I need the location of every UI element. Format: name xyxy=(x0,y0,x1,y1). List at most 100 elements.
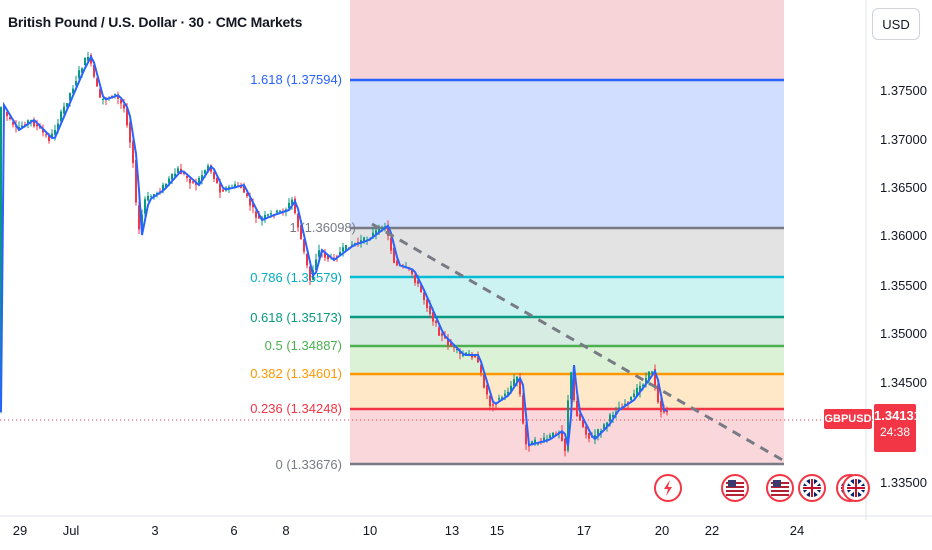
candle-body xyxy=(474,355,476,358)
candle-body xyxy=(93,64,95,77)
fib-lines[interactable] xyxy=(350,78,784,466)
chart-title: British Pound / U.S. Dollar · 30 · CMC M… xyxy=(8,14,303,30)
event-icons[interactable] xyxy=(654,474,870,502)
candle-body xyxy=(213,172,215,179)
candle-body xyxy=(30,120,32,122)
price-tick: 1.35500 xyxy=(880,278,927,293)
candle-body xyxy=(9,117,11,120)
candle-body xyxy=(570,372,572,400)
time-tick: 22 xyxy=(705,523,719,538)
candle-body xyxy=(54,129,56,135)
candle-body xyxy=(57,123,59,130)
candle-body xyxy=(426,299,428,308)
candle-body xyxy=(63,106,65,114)
fib-label-1: 1 (1.36098) xyxy=(290,220,357,235)
candle-body xyxy=(519,377,521,395)
fib-label-0382: 0.382 (1.34601) xyxy=(250,366,342,381)
candle-body xyxy=(498,398,500,400)
candle-body xyxy=(207,165,209,172)
candle-body xyxy=(126,108,128,126)
candle-body xyxy=(342,247,344,252)
time-tick: 24 xyxy=(790,523,804,538)
fib-label-0236: 0.236 (1.34248) xyxy=(250,401,342,416)
candle-body xyxy=(567,400,569,451)
fib-label-1618: 1.618 (1.37594) xyxy=(250,72,342,87)
candle-body xyxy=(294,198,296,214)
time-tick: 3 xyxy=(151,523,158,538)
candle-body xyxy=(648,371,650,380)
candle-body xyxy=(456,349,458,351)
us-flag-icon[interactable] xyxy=(766,474,794,502)
candle-body xyxy=(378,226,380,234)
candle-body xyxy=(156,192,158,194)
candle-body xyxy=(315,259,317,271)
candle-body xyxy=(618,407,620,409)
price-tick: 1.33500 xyxy=(880,475,927,490)
candle-body xyxy=(594,434,596,439)
candle-body xyxy=(102,98,104,100)
candle-body xyxy=(582,419,584,427)
candle-body xyxy=(150,196,152,198)
candle-body xyxy=(81,68,83,73)
fib-zone-0786 xyxy=(350,277,784,317)
candle-body xyxy=(363,237,365,242)
candle-body xyxy=(309,266,311,281)
candle-body xyxy=(423,292,425,300)
candle-body xyxy=(417,280,419,284)
candle-body xyxy=(318,250,320,257)
candle-body xyxy=(234,184,236,187)
candle-body xyxy=(525,424,527,445)
candle-body xyxy=(351,244,353,246)
candle-body xyxy=(384,226,386,228)
time-axis[interactable]: 29 Jul 3 6 8 10 13 15 17 20 22 24 xyxy=(13,523,804,538)
candle-body xyxy=(372,232,374,237)
candle-body xyxy=(390,238,392,251)
candle-body xyxy=(645,378,647,385)
price-tick: 1.37500 xyxy=(880,83,927,98)
candle-body xyxy=(252,203,254,208)
candle-body xyxy=(144,199,146,214)
candle-body xyxy=(228,186,230,188)
candle-body xyxy=(612,414,614,418)
fib-label-0618: 0.618 (1.35173) xyxy=(250,310,342,325)
candle-body xyxy=(585,426,587,435)
candle-body xyxy=(69,92,71,101)
price-axis[interactable]: 1.37500 1.37000 1.36500 1.36000 1.35500 … xyxy=(880,83,927,490)
price-tick: 1.37000 xyxy=(880,132,927,147)
currency-button[interactable]: USD xyxy=(872,8,920,40)
candle-body xyxy=(552,432,554,438)
candle-body xyxy=(327,255,329,260)
lightning-icon[interactable] xyxy=(654,474,682,502)
candle-body xyxy=(192,181,194,183)
price-tick: 1.34500 xyxy=(880,375,927,390)
time-tick: 13 xyxy=(445,523,459,538)
candle-body xyxy=(75,81,77,86)
candle-body xyxy=(60,111,62,122)
candle-body xyxy=(255,211,257,218)
candle-body xyxy=(387,225,389,236)
moving-average-line xyxy=(0,54,668,447)
us-flag-icon[interactable] xyxy=(721,474,749,502)
candle-body xyxy=(588,432,590,439)
candle-body xyxy=(84,57,86,66)
candle-body xyxy=(393,247,395,263)
candle-body xyxy=(33,120,35,127)
candle-body xyxy=(66,103,68,107)
uk-flag-icon[interactable] xyxy=(842,474,870,502)
candle-body xyxy=(507,391,509,396)
candle-body xyxy=(639,385,641,393)
time-tick: 6 xyxy=(230,523,237,538)
fib-label-0: 0 (1.33676) xyxy=(276,457,343,472)
candle-body xyxy=(21,125,23,128)
time-tick: 20 xyxy=(655,523,669,538)
candle-body xyxy=(120,99,122,104)
candle-body xyxy=(219,183,221,193)
candle-body xyxy=(258,214,260,219)
bar-countdown: 24:38 xyxy=(879,425,911,439)
uk-flag-icon[interactable] xyxy=(798,474,826,502)
candle-body xyxy=(72,88,74,94)
candle-body xyxy=(168,178,170,184)
time-tick: 17 xyxy=(577,523,591,538)
candle-body xyxy=(306,253,308,266)
